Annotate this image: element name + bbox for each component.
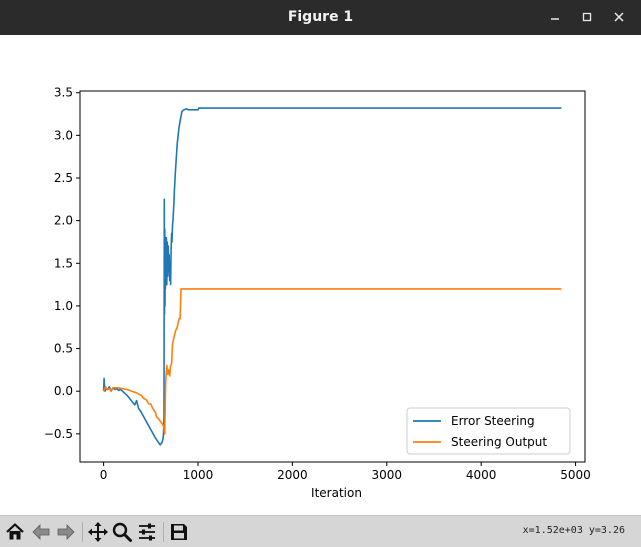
forward-icon [57, 524, 75, 540]
close-button[interactable] [611, 8, 627, 26]
cursor-coordinates: x=1.52e+03 y=3.26 [522, 525, 625, 536]
pan-icon [88, 522, 108, 542]
y-tick-label: 1.5 [54, 256, 73, 270]
y-tick-label: 3.5 [54, 86, 73, 100]
line-chart: 0 1000 2000 3000 4000 5000 −0.5 0.0 0.5 1.0 1.5 2.0… [44, 86, 591, 500]
maximize-icon [582, 12, 592, 22]
figure-canvas[interactable]: 0 1000 2000 3000 4000 5000 −0.5 0.0 0.5 1.0 1.5 2.0… [0, 35, 641, 515]
y-tick-label: 0.5 [54, 342, 73, 356]
window-titlebar: Figure 1 [0, 0, 641, 35]
x-tick-label: 0 [100, 468, 108, 482]
save-icon [171, 524, 187, 540]
legend-label: Error Steering [451, 414, 535, 428]
legend-label: Steering Output [451, 435, 547, 449]
configure-subplots-button[interactable] [136, 521, 158, 543]
y-tick-label: 2.0 [54, 214, 73, 228]
close-icon [614, 12, 624, 22]
legend-box [406, 407, 571, 455]
save-button[interactable] [168, 521, 190, 543]
navigation-toolbar: x=1.52e+03 y=3.26 [0, 515, 641, 547]
toolbar-separator [163, 522, 164, 542]
back-icon [32, 524, 50, 540]
x-tick-label: 4000 [466, 468, 497, 482]
y-tick-label: −0.5 [44, 427, 73, 441]
zoom-icon [112, 522, 132, 542]
minimize-button[interactable] [547, 8, 563, 26]
home-button[interactable] [4, 521, 26, 543]
y-tick-label: 2.5 [54, 171, 73, 185]
plot-frame [79, 90, 586, 463]
maximize-button[interactable] [579, 8, 595, 26]
home-icon [6, 523, 24, 540]
y-tick-label: 1.0 [54, 299, 73, 313]
series-line-error-steering [102, 107, 562, 446]
minimize-icon [551, 18, 559, 20]
back-button[interactable] [30, 521, 52, 543]
x-tick-label: 5000 [560, 468, 591, 482]
subplots-icon [139, 523, 155, 541]
x-axis-label: Iteration [311, 486, 362, 500]
y-tick-label: 3.0 [54, 128, 73, 142]
x-tick-label: 3000 [372, 468, 403, 482]
toolbar-separator [82, 522, 83, 542]
zoom-button[interactable] [111, 521, 133, 543]
x-tick-label: 2000 [277, 468, 308, 482]
series-line-steering-output [102, 288, 562, 435]
y-tick-label: 0.0 [54, 384, 73, 398]
pan-button[interactable] [87, 521, 109, 543]
forward-button[interactable] [55, 521, 77, 543]
x-tick-label: 1000 [183, 468, 214, 482]
window-title: Figure 1 [287, 9, 354, 25]
